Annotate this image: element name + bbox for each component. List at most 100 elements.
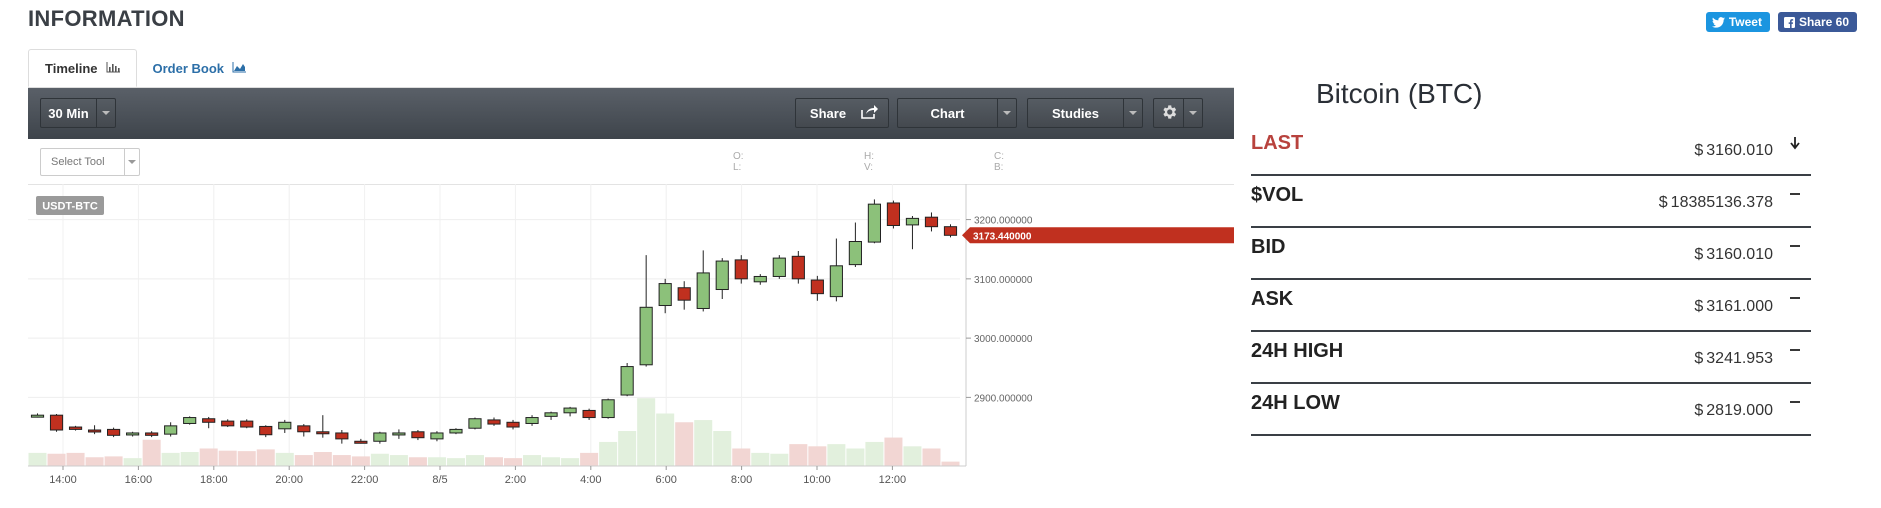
stat-row-last: LAST $3160.010 bbox=[1251, 124, 1811, 176]
twitter-bird-icon bbox=[1711, 16, 1725, 28]
candle bbox=[810, 275, 824, 301]
stat-number: 3161.000 bbox=[1706, 298, 1773, 315]
x-tick-label: 16:00 bbox=[125, 474, 153, 484]
volume-bar bbox=[618, 431, 637, 466]
select-tool-dropdown[interactable]: Select Tool bbox=[40, 148, 140, 176]
candle bbox=[563, 406, 577, 417]
y-tick-label: 3200.000000 bbox=[974, 216, 1033, 227]
volume-bar bbox=[789, 444, 808, 466]
candle-body bbox=[202, 418, 216, 423]
x-tick-label: 22:00 bbox=[351, 474, 379, 484]
candle bbox=[221, 419, 235, 428]
candle bbox=[582, 408, 596, 420]
candle bbox=[886, 200, 901, 229]
volume-bar bbox=[332, 455, 351, 466]
candle-body bbox=[734, 259, 748, 280]
stat-label: ASK bbox=[1251, 288, 1294, 310]
candle bbox=[829, 238, 843, 302]
candle bbox=[259, 425, 273, 438]
volume-bar bbox=[656, 413, 675, 466]
volume-bar bbox=[941, 461, 960, 466]
candle bbox=[658, 278, 672, 314]
tweet-button[interactable]: Tweet bbox=[1705, 12, 1770, 32]
chevron-down-icon bbox=[1123, 99, 1142, 127]
candle bbox=[49, 413, 64, 432]
ohlc-close-label: C: bbox=[994, 151, 1004, 162]
tab-timeline[interactable]: Timeline bbox=[28, 49, 137, 87]
candle bbox=[924, 212, 939, 232]
volume-bar bbox=[104, 456, 123, 466]
candle-body bbox=[354, 440, 368, 444]
candlestick-chart-svg[interactable]: 3200.000000 3100.000000 3000.000000 2900.00… bbox=[28, 184, 1234, 484]
volume-bar bbox=[142, 439, 161, 466]
volume-bar bbox=[123, 458, 142, 466]
x-tick-label: 6:00 bbox=[655, 474, 676, 484]
candle bbox=[107, 427, 121, 438]
facebook-icon bbox=[1783, 16, 1795, 28]
tab-timeline-label: Timeline bbox=[45, 60, 98, 76]
candle-body bbox=[905, 217, 920, 226]
volume-bar bbox=[561, 458, 580, 466]
settings-button[interactable] bbox=[1153, 98, 1203, 128]
stat-value: $3241.953 bbox=[1694, 350, 1773, 368]
interval-select[interactable]: 30 Min bbox=[40, 98, 116, 128]
tab-order-book-label: Order Book bbox=[152, 60, 225, 76]
stat-row-vol: $VOL $18385136.378 bbox=[1251, 176, 1811, 228]
dash-icon bbox=[1789, 188, 1801, 207]
candle-body bbox=[240, 420, 254, 428]
drawing-toolbar: Select Tool O: L: H: V: C: B: bbox=[28, 139, 1234, 185]
candle bbox=[278, 419, 292, 433]
candle-body bbox=[886, 202, 901, 226]
x-tick-label: 18:00 bbox=[200, 474, 228, 484]
candle bbox=[183, 416, 197, 425]
candle-body bbox=[867, 203, 881, 243]
candle bbox=[316, 415, 330, 438]
candle-body bbox=[563, 407, 577, 414]
chevron-down-icon bbox=[997, 99, 1016, 127]
tab-divider bbox=[28, 87, 1234, 88]
volume-bar bbox=[770, 453, 789, 466]
candle bbox=[696, 250, 710, 312]
chart-type-select[interactable]: Chart bbox=[897, 98, 1017, 128]
volume-bar bbox=[713, 431, 732, 466]
share-button[interactable]: Share bbox=[795, 98, 889, 128]
stat-number: 3160.010 bbox=[1706, 246, 1773, 263]
tab-order-book[interactable]: Order Book bbox=[137, 49, 263, 87]
coin-title: Bitcoin (BTC) bbox=[1316, 78, 1483, 109]
arrow-down-icon bbox=[1789, 136, 1801, 155]
volume-bar bbox=[161, 452, 180, 466]
candle bbox=[544, 411, 558, 420]
ohlc-open-label: O: bbox=[733, 151, 744, 162]
volume-bar bbox=[180, 452, 199, 466]
tweet-label: Tweet bbox=[1728, 15, 1762, 29]
candle-body bbox=[335, 432, 349, 440]
candle-body bbox=[430, 432, 444, 440]
studies-select[interactable]: Studies bbox=[1027, 98, 1143, 128]
price-chart[interactable]: 3200.000000 3100.000000 3000.000000 2900.00… bbox=[28, 184, 1234, 484]
candle-body bbox=[49, 414, 64, 431]
stat-value: $3160.010 bbox=[1694, 246, 1773, 264]
volume-bar bbox=[732, 448, 751, 466]
y-tick-label: 2900.000000 bbox=[974, 393, 1033, 404]
candle-body bbox=[696, 272, 710, 309]
volume-bar bbox=[751, 452, 770, 466]
candle bbox=[639, 255, 653, 367]
facebook-share-button[interactable]: Share 60 bbox=[1777, 12, 1857, 32]
currency-symbol: $ bbox=[1694, 246, 1704, 263]
candle bbox=[791, 250, 805, 284]
currency-symbol: $ bbox=[1694, 350, 1704, 367]
candle-body bbox=[259, 425, 273, 436]
stat-number: 18385136.378 bbox=[1670, 194, 1773, 211]
volume-bar bbox=[256, 449, 275, 466]
volume-bar bbox=[465, 455, 484, 466]
candle-body bbox=[810, 279, 824, 295]
studies-label: Studies bbox=[1052, 105, 1099, 121]
ohlc-high-volume: H: V: bbox=[864, 151, 874, 173]
candle-body bbox=[145, 432, 159, 436]
volume-bar bbox=[694, 420, 713, 466]
y-tick-label: 3000.000000 bbox=[974, 334, 1033, 345]
symbol-label: USDT-BTC bbox=[42, 201, 98, 213]
stat-row-ask: ASK $3161.000 bbox=[1251, 280, 1811, 332]
volume-bar bbox=[389, 455, 408, 466]
symbol-badge-bg bbox=[36, 196, 104, 215]
